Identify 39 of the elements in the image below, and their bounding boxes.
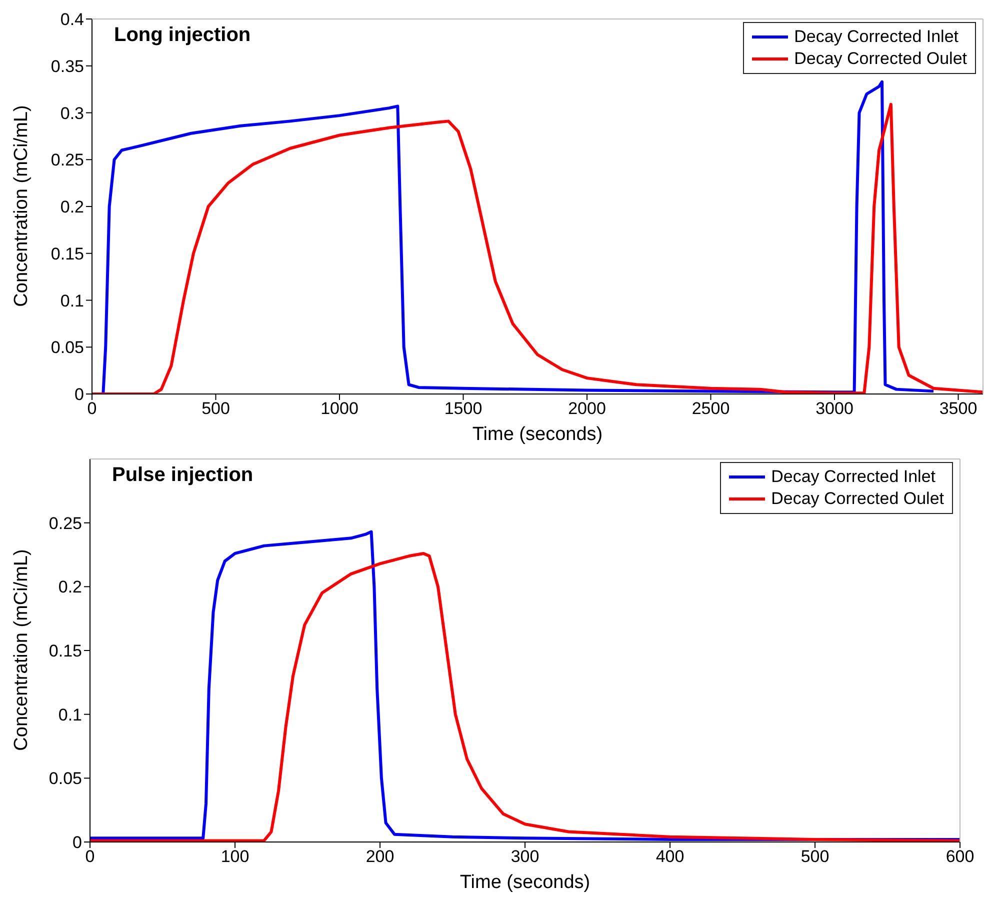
x-tick-label: 1000	[320, 399, 358, 418]
x-tick-label: 500	[202, 399, 230, 418]
y-tick-label: 0.3	[60, 104, 84, 123]
x-tick-label: 100	[220, 847, 250, 866]
y-tick-label: 0.25	[48, 514, 82, 533]
legend-label: Decay Corrected Inlet	[771, 466, 936, 488]
y-tick-label: 0.05	[50, 338, 84, 358]
chart-title: Pulse injection	[112, 464, 254, 487]
y-tick-label: 0.2	[60, 198, 84, 217]
y-tick-label: 0.25	[50, 150, 84, 170]
y-tick-label: 0	[72, 833, 82, 852]
y-axis-title: Concentration (mCi/mL)	[11, 549, 33, 751]
x-tick-label: 500	[800, 847, 830, 866]
x-tick-label: 3500	[939, 399, 978, 418]
y-tick-label: 0.05	[48, 769, 82, 788]
x-tick-label: 200	[366, 847, 394, 866]
x-tick-label: 300	[510, 847, 540, 866]
y-tick-label: 0.2	[58, 578, 82, 597]
x-axis-title: Time (seconds)	[460, 872, 590, 893]
y-tick-label: 0.4	[60, 10, 84, 30]
y-axis-title: Concentration (mCi/mL)	[11, 105, 33, 307]
x-axis-title: Time (seconds)	[472, 424, 603, 445]
chart-title: Long injection	[114, 24, 251, 47]
y-tick-label: 0.1	[60, 291, 84, 310]
x-tick-label: 2000	[568, 399, 606, 418]
legend-label: Decay Corrected Inlet	[794, 26, 958, 48]
y-tick-label: 0.15	[50, 244, 84, 264]
y-tick-label: 0.1	[58, 705, 82, 724]
x-tick-label: 1500	[444, 399, 482, 418]
legend-label: Decay Corrected Oulet	[794, 48, 967, 70]
y-tick-label: 0.35	[50, 56, 84, 76]
x-tick-label: 2500	[692, 399, 730, 418]
x-tick-label: 3000	[816, 399, 854, 418]
x-tick-label: 0	[87, 399, 97, 418]
x-tick-label: 600	[946, 847, 974, 866]
y-tick-label: 0	[74, 385, 84, 404]
y-tick-label: 0.15	[48, 642, 82, 661]
x-tick-label: 400	[656, 847, 684, 866]
legend-label: Decay Corrected Oulet	[771, 488, 944, 510]
